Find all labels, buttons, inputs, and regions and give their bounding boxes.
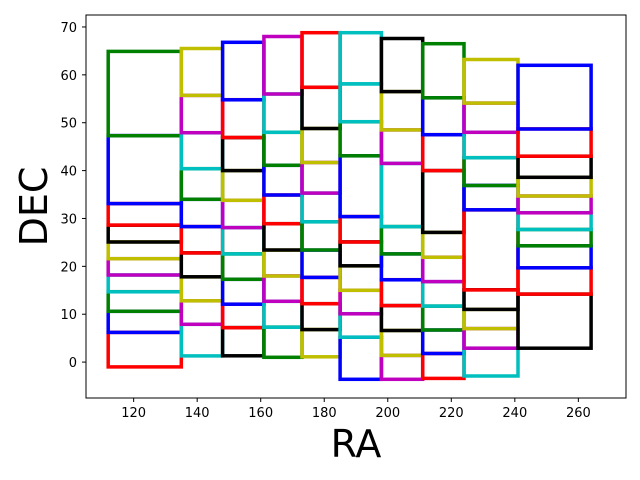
y-tick-label: 30 xyxy=(60,212,77,227)
x-axis-ticks: 120 140 160 180 200 220 240 260 xyxy=(121,398,591,421)
y-tick-label: 0 xyxy=(69,356,77,371)
x-tick-label: 120 xyxy=(121,406,146,421)
x-tick-label: 240 xyxy=(502,406,527,421)
survey-fields xyxy=(106,30,593,382)
y-tick-label: 70 xyxy=(60,21,77,36)
x-tick-label: 160 xyxy=(248,406,273,421)
y-tick-label: 20 xyxy=(60,260,77,275)
x-tick-label: 220 xyxy=(439,406,464,421)
x-tick-label: 260 xyxy=(566,406,591,421)
y-tick-label: 50 xyxy=(60,117,77,132)
y-axis-label: DEC xyxy=(12,167,56,247)
y-axis-ticks: 0 10 20 30 40 50 60 70 xyxy=(60,21,86,371)
x-tick-label: 200 xyxy=(375,406,400,421)
y-tick-label: 40 xyxy=(60,165,77,180)
plot-frame xyxy=(85,14,627,399)
x-axis-label: RA xyxy=(331,422,382,466)
x-tick-label: 180 xyxy=(312,406,337,421)
y-tick-label: 60 xyxy=(60,69,77,84)
y-tick-label: 10 xyxy=(60,308,77,323)
x-tick-label: 140 xyxy=(185,406,210,421)
field-rect-c9-f9 xyxy=(516,63,593,131)
